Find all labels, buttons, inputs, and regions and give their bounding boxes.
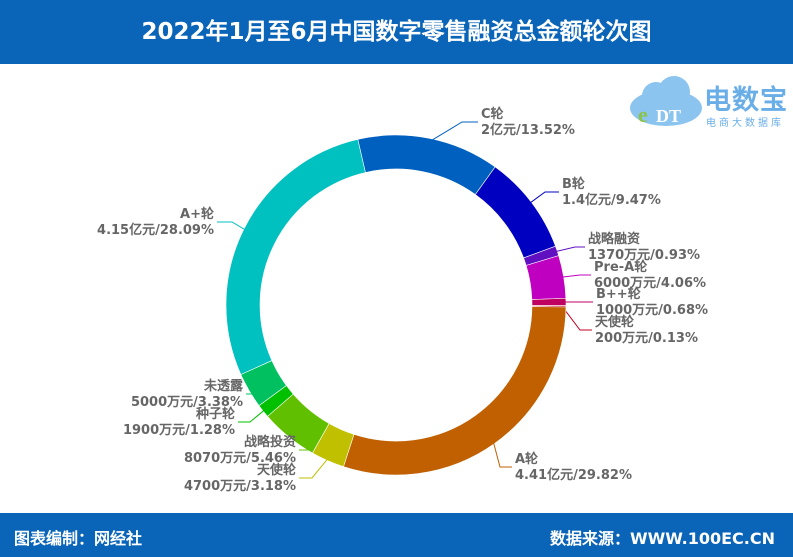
leader-line-8 — [290, 433, 312, 451]
logo: e DT 电数宝 电商大数据库 — [626, 70, 791, 132]
slice-label-name: B轮 — [562, 176, 585, 192]
slice-label-value: 4.15亿元/28.09% — [97, 222, 214, 238]
slice-label-value: 1370万元/0.93% — [588, 248, 700, 263]
slice-label-value: 200万元/0.13% — [595, 331, 698, 346]
slice-label-value: 5000万元/3.38% — [131, 395, 243, 410]
slice-label-name: 战略融资 — [588, 231, 640, 247]
leader-line-9 — [238, 408, 267, 423]
slice-label-name: 战略投资 — [244, 434, 296, 450]
slice-label-value: 2亿元/13.52% — [481, 122, 575, 138]
slice-label-name: 未透露 — [203, 378, 244, 394]
logo-brand: 电数宝 — [704, 85, 788, 116]
chart-title: 2022年1月至6月中国数字零售融资总金额轮次图 — [0, 0, 793, 64]
slice-6[interactable] — [343, 306, 567, 476]
leader-line-3 — [559, 274, 591, 278]
leader-line-2 — [553, 246, 585, 253]
slice-4[interactable] — [531, 297, 567, 306]
leader-line-11 — [217, 221, 248, 232]
footer-source: 数据来源：WWW.100EC.CN — [549, 529, 775, 548]
slice-label-name: A轮 — [515, 451, 538, 467]
footer: 图表编制：网经社 数据来源：WWW.100EC.CN — [0, 513, 793, 557]
slice-label-value: 1900万元/1.28% — [123, 423, 235, 438]
slice-label-value: 1000万元/0.68% — [596, 303, 708, 318]
slice-label-value: 8070万元/5.46% — [184, 451, 296, 466]
slice-label-name: B++轮 — [596, 286, 641, 302]
slice-label-value: 1.4亿元/9.47% — [562, 192, 661, 208]
leader-line-6 — [492, 439, 512, 468]
slice-label-value: 4700万元/3.18% — [184, 479, 296, 494]
footer-credit: 图表编制：网经社 — [14, 529, 143, 548]
slice-label-value: 6000万元/4.06% — [594, 276, 706, 291]
slice-label-value: 4.41亿元/29.82% — [515, 467, 632, 483]
cloud-logo-icon: e DT — [630, 76, 702, 127]
svg-text:DT: DT — [656, 106, 681, 126]
slice-label-name: Pre-A轮 — [594, 259, 647, 275]
leader-line-1 — [527, 191, 559, 205]
slice-label-name: C轮 — [481, 106, 504, 122]
leader-line-10 — [246, 388, 264, 395]
leader-line-0 — [428, 121, 478, 143]
leader-line-5 — [561, 305, 592, 331]
slice-11[interactable] — [225, 138, 366, 375]
slice-1[interactable] — [474, 166, 556, 259]
slice-label-name: A+轮 — [180, 206, 214, 222]
slice-label-name: 种子轮 — [195, 406, 235, 422]
logo-subtitle: 电商大数据库 — [706, 118, 784, 129]
slice-label-name: 天使轮 — [595, 314, 634, 330]
svg-text:e: e — [638, 102, 648, 127]
slice-label-name: 天使轮 — [257, 462, 296, 478]
slice-0[interactable] — [357, 134, 496, 195]
leader-line-7 — [299, 456, 330, 479]
